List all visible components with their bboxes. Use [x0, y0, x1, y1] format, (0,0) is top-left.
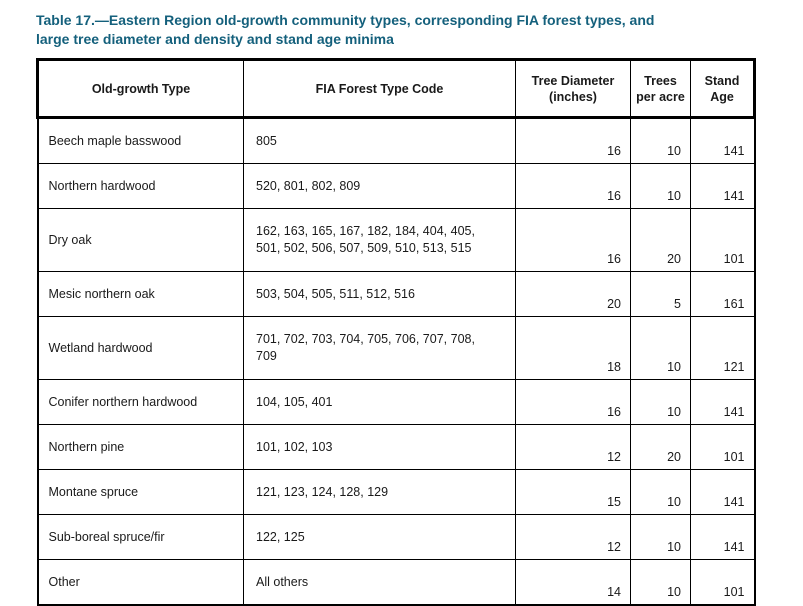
cell-trees: 10: [630, 117, 691, 164]
cell-type: Other: [37, 559, 244, 606]
cell-trees: 10: [630, 559, 691, 606]
cell-trees: 10: [630, 163, 691, 209]
cell-trees: 10: [630, 379, 691, 425]
cell-age: 101: [690, 424, 755, 470]
cell-diameter: 18: [515, 316, 631, 380]
cell-trees: 10: [630, 469, 691, 515]
cell-age: 101: [690, 559, 755, 606]
cell-trees: 10: [630, 514, 691, 560]
cell-type: Northern hardwood: [37, 163, 244, 209]
table-caption: Table 17.—Eastern Region old-growth comm…: [36, 11, 746, 49]
cell-codes: 503, 504, 505, 511, 512, 516: [243, 271, 516, 317]
cell-type: Wetland hardwood: [37, 316, 244, 380]
cell-type: Dry oak: [37, 208, 244, 272]
cell-type: Conifer northern hardwood: [37, 379, 244, 425]
table-header-row: Old-growth Type FIA Forest Type Code Tre…: [36, 58, 756, 119]
cell-diameter: 15: [515, 469, 631, 515]
cell-diameter: 14: [515, 559, 631, 606]
cell-age: 101: [690, 208, 755, 272]
col-header-stand-age: Stand Age: [690, 58, 756, 119]
cell-codes: All others: [243, 559, 516, 606]
col-header-tree-diameter: Tree Diameter (inches): [515, 58, 631, 119]
cell-type: Northern pine: [37, 424, 244, 470]
col-header-trees-per-acre: Trees per acre: [630, 58, 691, 119]
cell-type: Montane spruce: [37, 469, 244, 515]
table-row: Mesic northern oak 503, 504, 505, 511, 5…: [37, 271, 755, 317]
cell-codes: 162, 163, 165, 167, 182, 184, 404, 405, …: [243, 208, 516, 272]
cell-trees: 5: [630, 271, 691, 317]
table-row: Northern pine 101, 102, 103 12 20 101: [37, 424, 755, 470]
cell-codes: 520, 801, 802, 809: [243, 163, 516, 209]
cell-diameter: 16: [515, 117, 631, 164]
table-caption-line1: Table 17.—Eastern Region old-growth comm…: [36, 12, 655, 28]
cell-codes: 805: [243, 117, 516, 164]
cell-age: 161: [690, 271, 755, 317]
cell-age: 141: [690, 163, 755, 209]
cell-age: 141: [690, 514, 755, 560]
col-header-fia-forest-type-code: FIA Forest Type Code: [243, 58, 516, 119]
cell-diameter: 16: [515, 208, 631, 272]
cell-codes: 121, 123, 124, 128, 129: [243, 469, 516, 515]
cell-type: Mesic northern oak: [37, 271, 244, 317]
table-row: Beech maple basswood 805 16 10 141: [37, 117, 755, 164]
table-row: Wetland hardwood 701, 702, 703, 704, 705…: [37, 316, 755, 380]
cell-codes: 104, 105, 401: [243, 379, 516, 425]
cell-trees: 10: [630, 316, 691, 380]
cell-age: 141: [690, 379, 755, 425]
table-row: Sub-boreal spruce/fir 122, 125 12 10 141: [37, 514, 755, 560]
cell-trees: 20: [630, 424, 691, 470]
cell-type: Beech maple basswood: [37, 117, 244, 164]
col-header-old-growth-type: Old-growth Type: [36, 58, 244, 119]
cell-age: 121: [690, 316, 755, 380]
table-row: Dry oak 162, 163, 165, 167, 182, 184, 40…: [37, 208, 755, 272]
cell-age: 141: [690, 117, 755, 164]
cell-codes: 701, 702, 703, 704, 705, 706, 707, 708, …: [243, 316, 516, 380]
cell-codes: 101, 102, 103: [243, 424, 516, 470]
table-row: Other All others 14 10 101: [37, 559, 755, 606]
cell-trees: 20: [630, 208, 691, 272]
old-growth-table: Old-growth Type FIA Forest Type Code Tre…: [36, 58, 756, 606]
cell-type: Sub-boreal spruce/fir: [37, 514, 244, 560]
cell-diameter: 12: [515, 514, 631, 560]
table-caption-line2: large tree diameter and density and stan…: [36, 31, 394, 47]
table-row: Conifer northern hardwood 104, 105, 401 …: [37, 379, 755, 425]
cell-codes: 122, 125: [243, 514, 516, 560]
cell-diameter: 16: [515, 379, 631, 425]
table-row: Northern hardwood 520, 801, 802, 809 16 …: [37, 163, 755, 209]
cell-diameter: 20: [515, 271, 631, 317]
cell-age: 141: [690, 469, 755, 515]
table-row: Montane spruce 121, 123, 124, 128, 129 1…: [37, 469, 755, 515]
cell-diameter: 12: [515, 424, 631, 470]
cell-diameter: 16: [515, 163, 631, 209]
